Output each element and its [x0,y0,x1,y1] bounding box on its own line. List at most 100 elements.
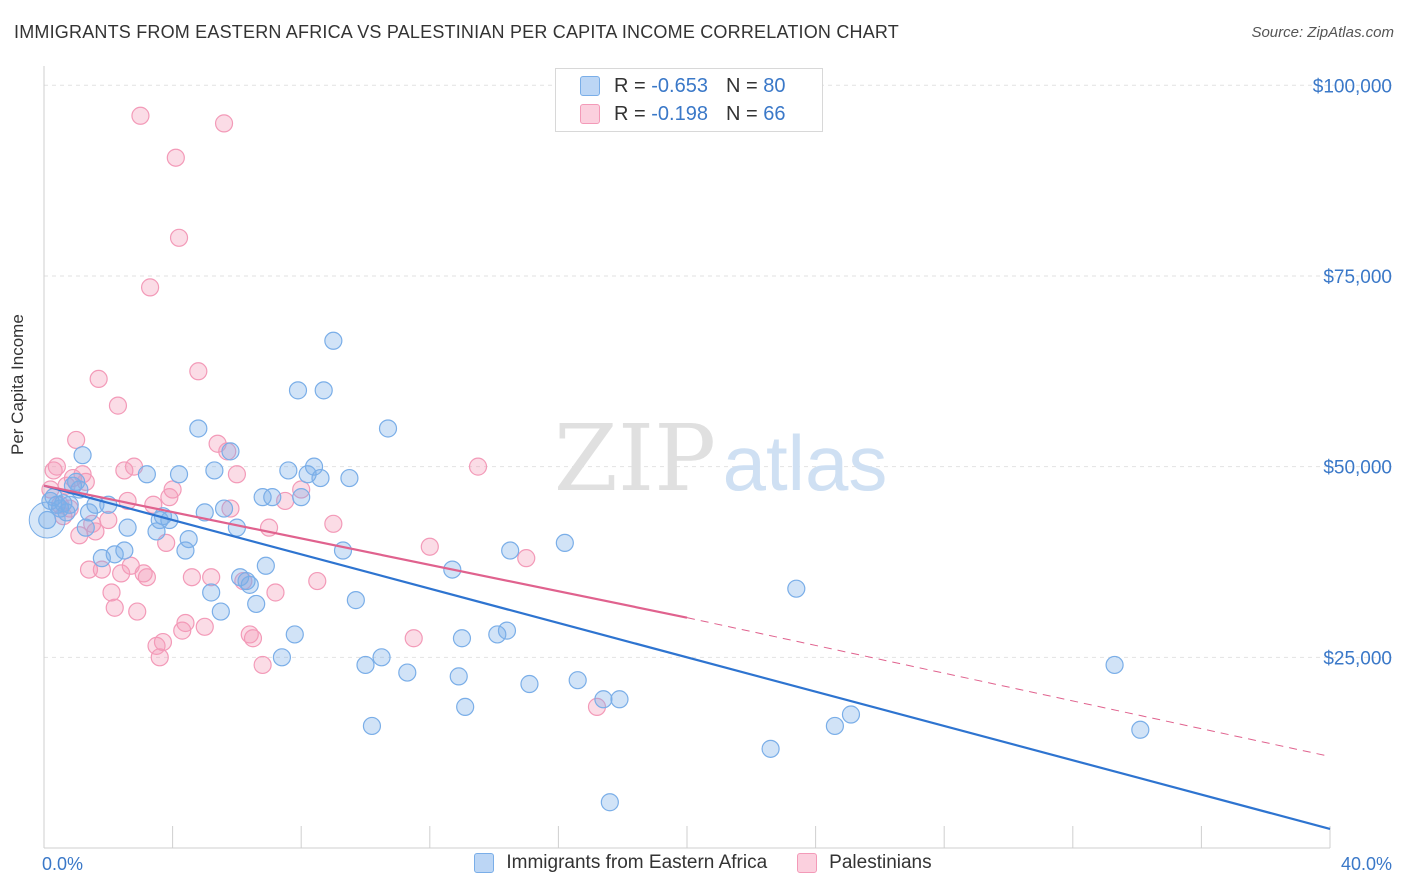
data-point-eastern-africa [378,419,398,438]
data-point-eastern-africa [456,697,475,716]
data-point-palestinians [404,629,423,648]
watermark-atlas: atlas [723,419,888,507]
data-point-eastern-africa [211,602,230,621]
data-point-eastern-africa [221,442,240,461]
data-point-eastern-africa [76,518,95,537]
data-point-eastern-africa [452,629,472,648]
data-point-eastern-africa [449,667,468,686]
data-point-eastern-africa [240,575,259,594]
data-point-palestinians [266,583,285,602]
data-point-palestinians [253,655,272,675]
legend-swatch-pink [797,853,818,873]
data-point-palestinians [89,369,108,389]
legend-swatch-blue [474,853,495,873]
data-point-eastern-africa [147,522,166,541]
source-label: Source: ZipAtlas.com [1251,24,1394,41]
data-point-eastern-africa [272,648,292,667]
data-point-palestinians [86,522,105,541]
data-point-palestinians [221,499,240,518]
data-point-eastern-africa [314,381,333,400]
legend-r-label: R = [614,74,646,97]
x-tick-label: 0.0% [42,854,83,874]
data-point-eastern-africa [247,594,266,614]
data-point-eastern-africa [288,381,308,400]
data-point-eastern-africa [79,503,99,522]
legend-item-eastern-africa: Immigrants from Eastern Africa [474,852,767,874]
data-point-eastern-africa [205,461,224,480]
data-point-eastern-africa [333,541,353,560]
data-point-eastern-africa [340,468,359,488]
data-point-palestinians [517,549,536,568]
legend-label-palestinians: Palestinians [829,852,932,873]
data-point-eastern-africa [279,461,298,480]
legend-n-label: N = [725,74,758,97]
trend-line-palestinians [43,484,688,619]
data-point-palestinians [112,564,131,583]
data-point-eastern-africa [568,671,587,690]
data-point-eastern-africa [594,690,613,709]
trend-lines [43,484,1331,830]
data-point-eastern-africa [1105,655,1124,675]
data-point-palestinians [99,510,118,530]
data-point-eastern-africa [256,556,275,575]
data-point-eastern-africa [202,583,221,602]
data-point-eastern-africa [38,510,57,530]
data-point-eastern-africa [189,419,208,438]
data-point-eastern-africa [73,446,92,465]
data-point-eastern-africa [263,488,282,507]
legend-swatch-pink [580,104,600,124]
data-point-palestinians [189,362,208,381]
data-point-palestinians [182,568,201,587]
data-point-palestinians [128,602,147,621]
data-point-palestinians [169,228,189,247]
chart-title: IMMIGRANTS FROM EASTERN AFRICA VS PALEST… [14,22,899,42]
data-point-eastern-africa [179,529,198,549]
watermark-zip: ZIP [554,405,716,512]
data-point-eastern-africa [28,501,66,539]
y-axis-label: Per Capita Income [8,314,27,455]
legend-r-value: -0.198 [651,102,708,125]
data-point-eastern-africa [118,518,137,537]
data-point-eastern-africa [398,663,417,682]
trend-line-palestinians-extension [686,617,1331,757]
data-point-palestinians [150,648,169,667]
data-point-eastern-africa [841,705,861,724]
data-point-palestinians [102,583,121,602]
tick-labels: $25,000 $50,000 $75,000 $100,000 0.0% 40.0% [42,76,1392,874]
legend-label-eastern-africa: Immigrants from Eastern Africa [506,852,768,873]
data-point-palestinians [324,514,343,533]
legend-r-value: -0.653 [651,74,708,97]
y-tick-label: $50,000 [1323,458,1392,479]
data-point-palestinians [137,568,156,587]
data-point-palestinians [163,480,182,499]
data-point-eastern-africa [761,739,780,758]
data-point-eastern-africa [195,503,214,522]
data-point-palestinians [176,613,195,633]
data-point-eastern-africa [488,625,507,644]
data-point-eastern-africa [497,621,517,640]
y-tick-label: $100,000 [1313,76,1392,97]
data-point-eastern-africa [362,716,382,736]
legend-swatch-blue [580,76,600,96]
trend-line-eastern-africa [43,484,1331,830]
data-point-palestinians [292,480,311,499]
data-point-palestinians [115,461,134,480]
legend-r-label: R = [614,102,646,125]
data-point-eastern-africa [227,518,246,537]
data-point-palestinians [308,571,327,591]
data-point-palestinians [153,632,173,652]
data-point-palestinians [166,148,185,167]
watermark: ZIP atlas [554,405,887,512]
correlation-legend: R = -0.653 N = 80 R = -0.198 N = 66 [555,68,823,132]
data-point-eastern-africa [285,625,304,644]
legend-n-label: N = [725,102,758,125]
data-point-palestinians [227,465,246,484]
data-point-eastern-africa [292,488,311,507]
axes [43,66,1331,849]
data-point-palestinians [67,430,86,450]
data-point-eastern-africa [253,488,272,507]
data-point-eastern-africa [610,690,629,709]
data-point-eastern-africa [214,499,234,518]
data-point-eastern-africa [600,793,619,812]
